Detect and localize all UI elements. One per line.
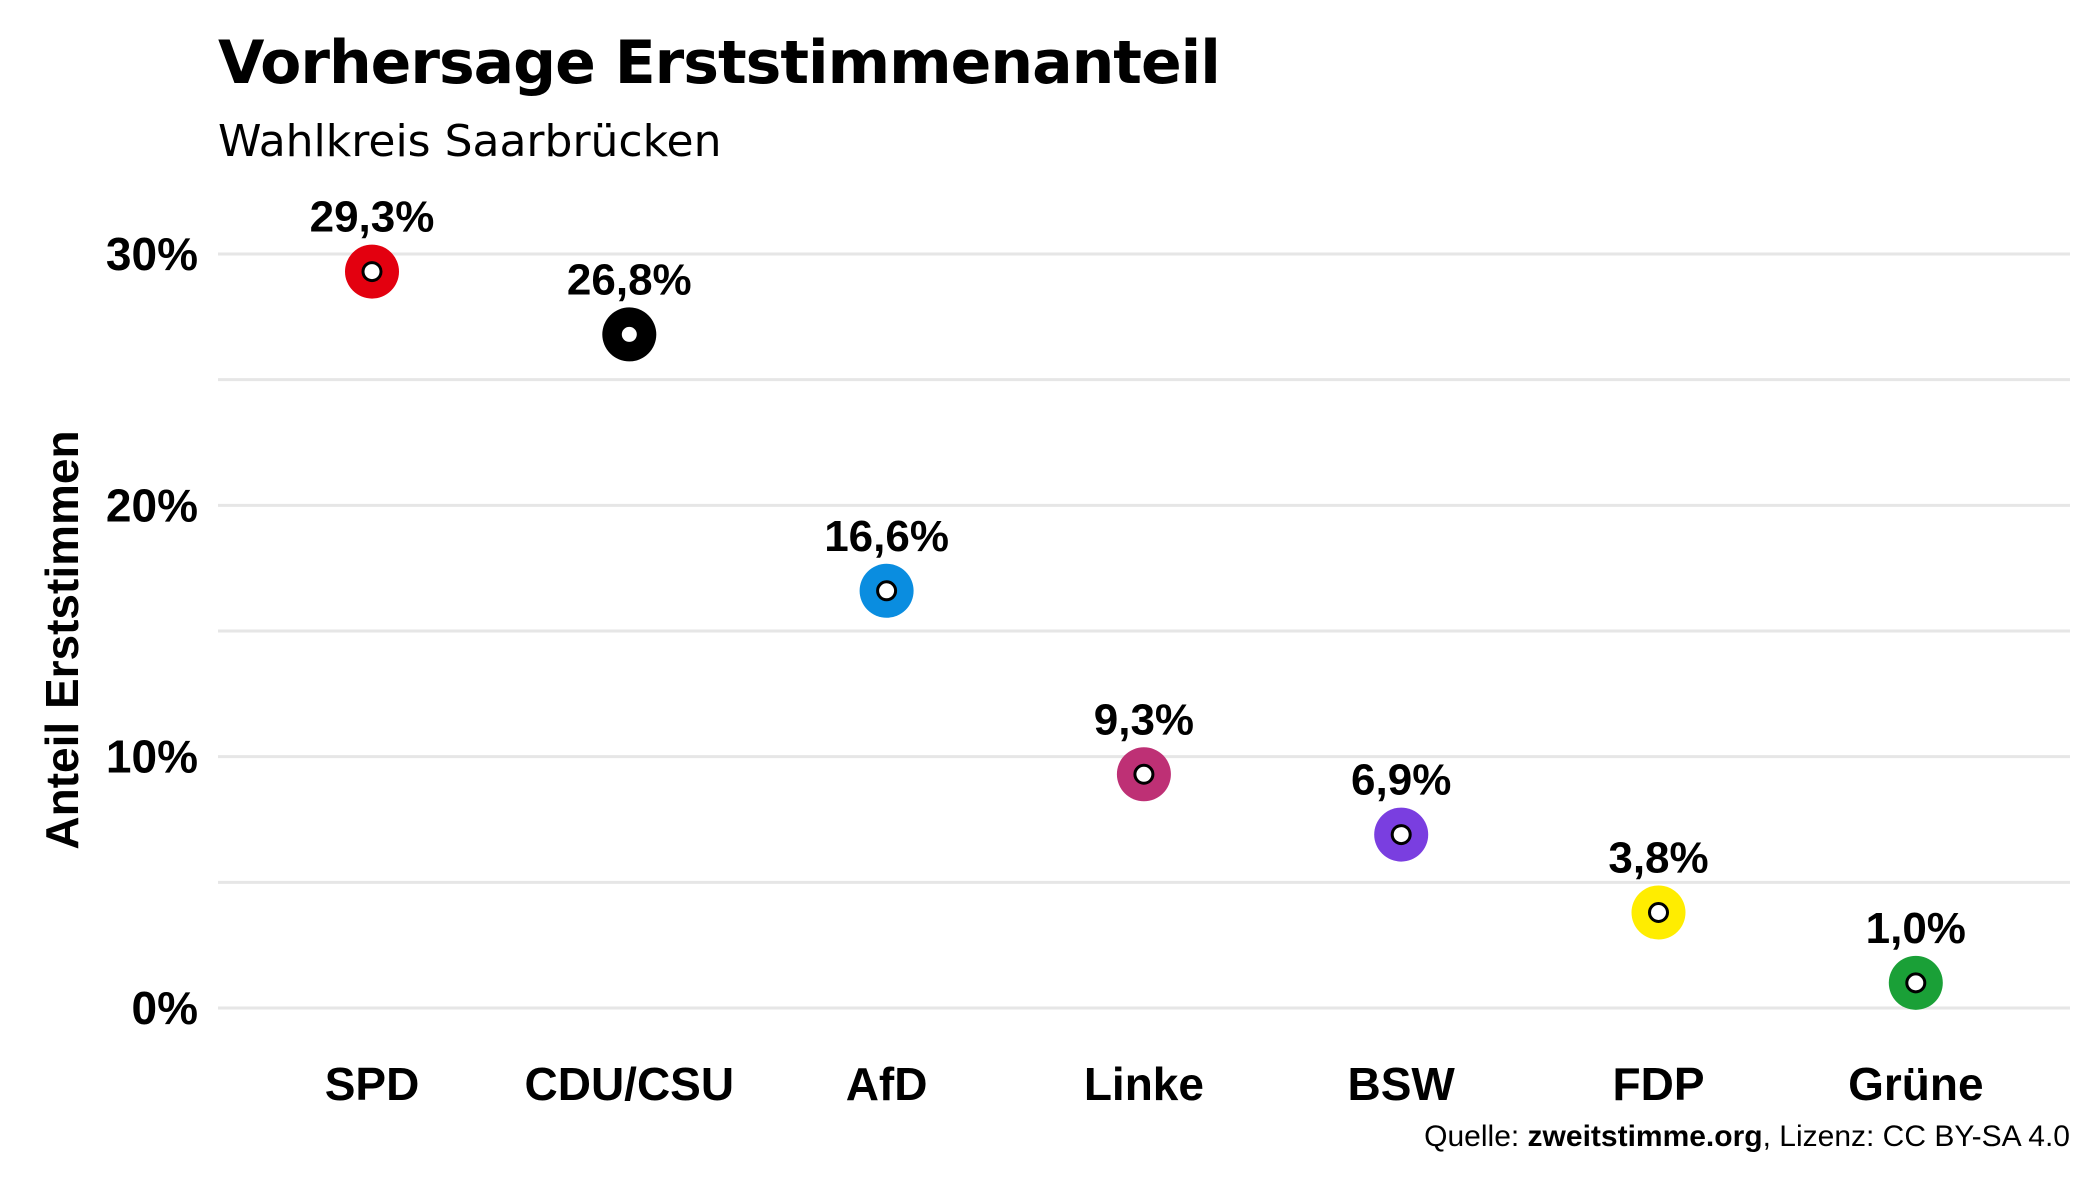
- data-label: 9,3%: [1094, 695, 1194, 744]
- caption-source-link[interactable]: zweitstimme.org: [1527, 1120, 1763, 1153]
- x-tick-label: AfD: [846, 1058, 928, 1110]
- gridlines: [218, 252, 2070, 1010]
- data-point-center: [618, 323, 640, 345]
- y-axis-ticks: 0% 10% 20% 30%: [106, 228, 198, 1034]
- data-point-center: [876, 580, 898, 602]
- data-label: 29,3%: [310, 193, 435, 242]
- x-tick-label: FDP: [1613, 1058, 1705, 1110]
- x-axis-ticks: SPD CDU/CSU AfD Linke BSW FDP Grüne: [325, 1058, 1984, 1110]
- x-tick-label: CDU/CSU: [525, 1058, 735, 1110]
- caption-license: , Lizenz: CC BY-SA 4.0: [1762, 1120, 2070, 1153]
- data-points: [345, 244, 1943, 1010]
- x-tick-label: Grüne: [1848, 1058, 1983, 1110]
- data-labels: 29,3% 26,8% 16,6% 9,3% 6,9% 3,8% 1,0%: [310, 193, 1966, 953]
- x-tick-label: Linke: [1084, 1058, 1204, 1110]
- x-tick-label: SPD: [325, 1058, 420, 1110]
- y-axis-label: Anteil Erststimmen: [36, 430, 88, 849]
- data-label: 26,8%: [567, 255, 692, 304]
- data-point-center: [361, 261, 383, 283]
- y-tick-label: 0%: [132, 982, 198, 1034]
- data-label: 16,6%: [824, 512, 949, 561]
- chart-title: Vorhersage Erststimmenanteil: [218, 28, 1221, 98]
- y-tick-label: 10%: [106, 731, 198, 783]
- y-tick-label: 30%: [106, 228, 198, 280]
- data-point-center: [1133, 763, 1155, 785]
- caption-prefix: Quelle:: [1424, 1120, 1528, 1153]
- chart-subtitle: Wahlkreis Saarbrücken: [218, 116, 722, 167]
- data-label: 1,0%: [1866, 904, 1966, 953]
- data-label: 3,8%: [1608, 833, 1708, 882]
- y-tick-label: 20%: [106, 479, 198, 531]
- data-label: 6,9%: [1351, 756, 1451, 805]
- x-tick-label: BSW: [1348, 1058, 1456, 1110]
- data-point-center: [1905, 972, 1927, 994]
- source-caption: Quelle: zweitstimme.org, Lizenz: CC BY-S…: [1424, 1120, 2070, 1154]
- data-point-center: [1390, 824, 1412, 846]
- data-point-center: [1648, 901, 1669, 923]
